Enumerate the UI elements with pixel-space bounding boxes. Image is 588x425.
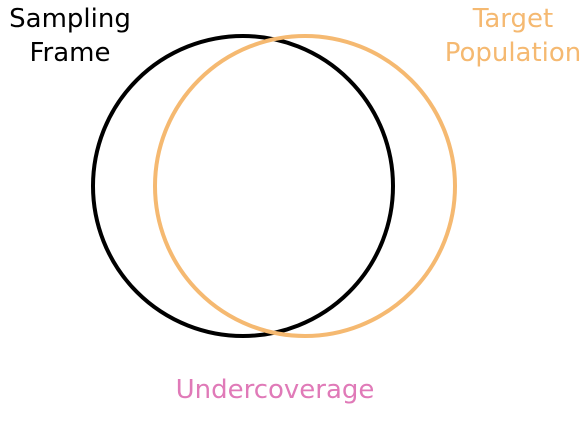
sampling-frame-label-line2: Frame	[29, 38, 111, 68]
sampling-frame-circle	[91, 34, 395, 338]
undercoverage-label: Undercoverage	[175, 375, 375, 405]
target-population-label-line2: Population	[444, 38, 582, 68]
sampling-frame-label-line1: Sampling	[9, 4, 131, 34]
sampling-frame-label: Sampling Frame	[0, 2, 140, 70]
target-population-circle	[153, 34, 457, 338]
target-population-label: Target Population	[438, 2, 588, 70]
target-population-label-line1: Target	[472, 4, 554, 34]
